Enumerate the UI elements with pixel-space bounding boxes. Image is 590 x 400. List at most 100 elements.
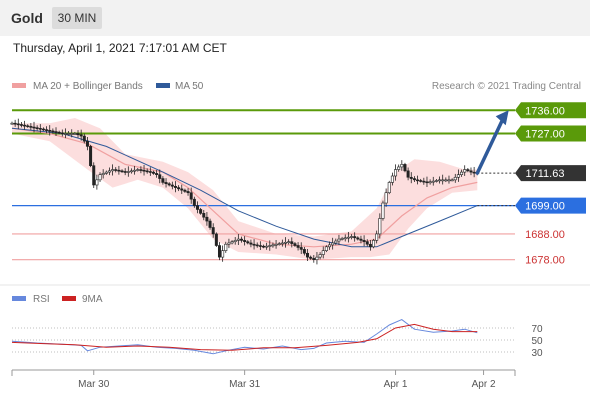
level-tag-bg-1699.00 xyxy=(515,197,586,214)
bollinger-band-fill xyxy=(12,118,478,260)
candle-body xyxy=(233,240,237,242)
candle-body xyxy=(48,129,52,132)
candle-body xyxy=(161,178,165,183)
candle-body xyxy=(189,192,193,200)
candle-body xyxy=(252,243,256,246)
candle-body xyxy=(444,179,448,182)
candle-body xyxy=(221,250,225,258)
x-axis: Mar 30 Mar 31 Apr 1 Apr 2 xyxy=(11,369,516,390)
candle-body xyxy=(340,238,344,240)
candle-body xyxy=(29,126,33,128)
candle-body xyxy=(10,122,14,125)
candle-body xyxy=(111,169,115,172)
candle-body xyxy=(261,245,265,248)
candle-body xyxy=(170,184,174,187)
candle-body xyxy=(123,171,127,173)
candle-body xyxy=(136,169,140,171)
rsi-tick-label-30: 30 xyxy=(531,348,543,359)
candle-body xyxy=(98,174,102,181)
candle-body xyxy=(265,245,269,248)
candle-body xyxy=(101,173,105,175)
candle-body xyxy=(472,171,476,174)
level-tag-bg-1727.00 xyxy=(515,125,586,142)
candle-body xyxy=(63,133,67,135)
candle-body xyxy=(13,122,17,125)
candle-body xyxy=(107,170,111,173)
candle-body xyxy=(180,188,184,191)
candle-body xyxy=(346,236,350,239)
ma20-legend-label: MA 20 + Bollinger Bands xyxy=(33,81,143,92)
candle-body xyxy=(76,133,80,136)
candle-body xyxy=(45,129,49,131)
candle-body xyxy=(425,181,429,184)
candle-body xyxy=(463,169,467,173)
candle-body xyxy=(202,213,206,218)
chart-datetime: Thursday, April 1, 2021 7:17:01 AM CET xyxy=(13,41,227,55)
timeframe-button[interactable]: 30 MIN xyxy=(52,7,102,29)
rsi-series-RSI xyxy=(11,319,478,355)
candle-body xyxy=(318,254,322,258)
x-tick-label: Apr 2 xyxy=(472,379,496,390)
candle-body xyxy=(19,124,23,126)
candle-body xyxy=(120,170,124,173)
candle-body xyxy=(92,165,96,186)
candle-body xyxy=(302,249,306,254)
candle-body xyxy=(129,170,133,173)
candle-body xyxy=(390,175,394,183)
candle-body xyxy=(186,191,190,194)
candle-body xyxy=(230,241,234,244)
candle-body xyxy=(73,133,77,135)
candle-body xyxy=(400,164,404,168)
candle-body xyxy=(114,169,118,171)
candle-body xyxy=(277,243,281,245)
level-tag-label-1727.00: 1727.00 xyxy=(525,128,565,140)
candle-body xyxy=(236,238,240,241)
candle-body xyxy=(79,134,83,137)
candle-body xyxy=(274,243,278,246)
candle-body xyxy=(255,244,259,247)
candle-body xyxy=(158,174,162,179)
candle-body xyxy=(60,132,64,135)
candle-body xyxy=(224,243,228,251)
rsi-legend-swatch xyxy=(12,296,26,301)
candle-body xyxy=(293,243,297,246)
candle-body xyxy=(133,169,137,172)
candle-body xyxy=(268,245,272,247)
candle-body xyxy=(32,126,36,129)
candle-body xyxy=(343,237,347,240)
candle-body xyxy=(211,227,215,235)
candle-body xyxy=(406,170,410,178)
candle-body xyxy=(117,169,121,172)
candle-body xyxy=(164,182,168,185)
candle-body xyxy=(145,170,149,173)
candle-body xyxy=(148,171,152,173)
ma20-legend-swatch xyxy=(12,83,26,88)
candle-body xyxy=(356,237,360,240)
projection-arrow-head xyxy=(495,110,509,126)
candle-body xyxy=(280,242,284,245)
candle-body xyxy=(447,179,451,182)
candle-body xyxy=(41,128,45,131)
x-tick-label: Mar 30 xyxy=(78,379,110,390)
rsi-tick-label-70: 70 xyxy=(531,324,543,335)
candle-body xyxy=(155,173,159,175)
rsi-tick-label-50: 50 xyxy=(531,336,543,347)
candle-body xyxy=(290,241,294,244)
candle-body xyxy=(328,244,332,248)
level-tag-label-1711.63: 1711.63 xyxy=(526,168,565,180)
level-tag-label-1736.00: 1736.00 xyxy=(525,105,565,117)
candle-body xyxy=(214,233,218,246)
level-tag-label-1688.00: 1688.00 xyxy=(525,229,565,241)
candle-body xyxy=(431,180,435,183)
candle-body xyxy=(350,236,354,238)
candle-body xyxy=(217,245,221,258)
candle-body xyxy=(453,176,457,181)
candle-body xyxy=(142,169,146,172)
candle-body xyxy=(460,171,464,175)
candle-body xyxy=(195,205,199,210)
candle-body xyxy=(173,185,177,188)
candle-body xyxy=(365,241,369,245)
price-levels xyxy=(12,109,515,261)
candle-body xyxy=(151,171,155,174)
